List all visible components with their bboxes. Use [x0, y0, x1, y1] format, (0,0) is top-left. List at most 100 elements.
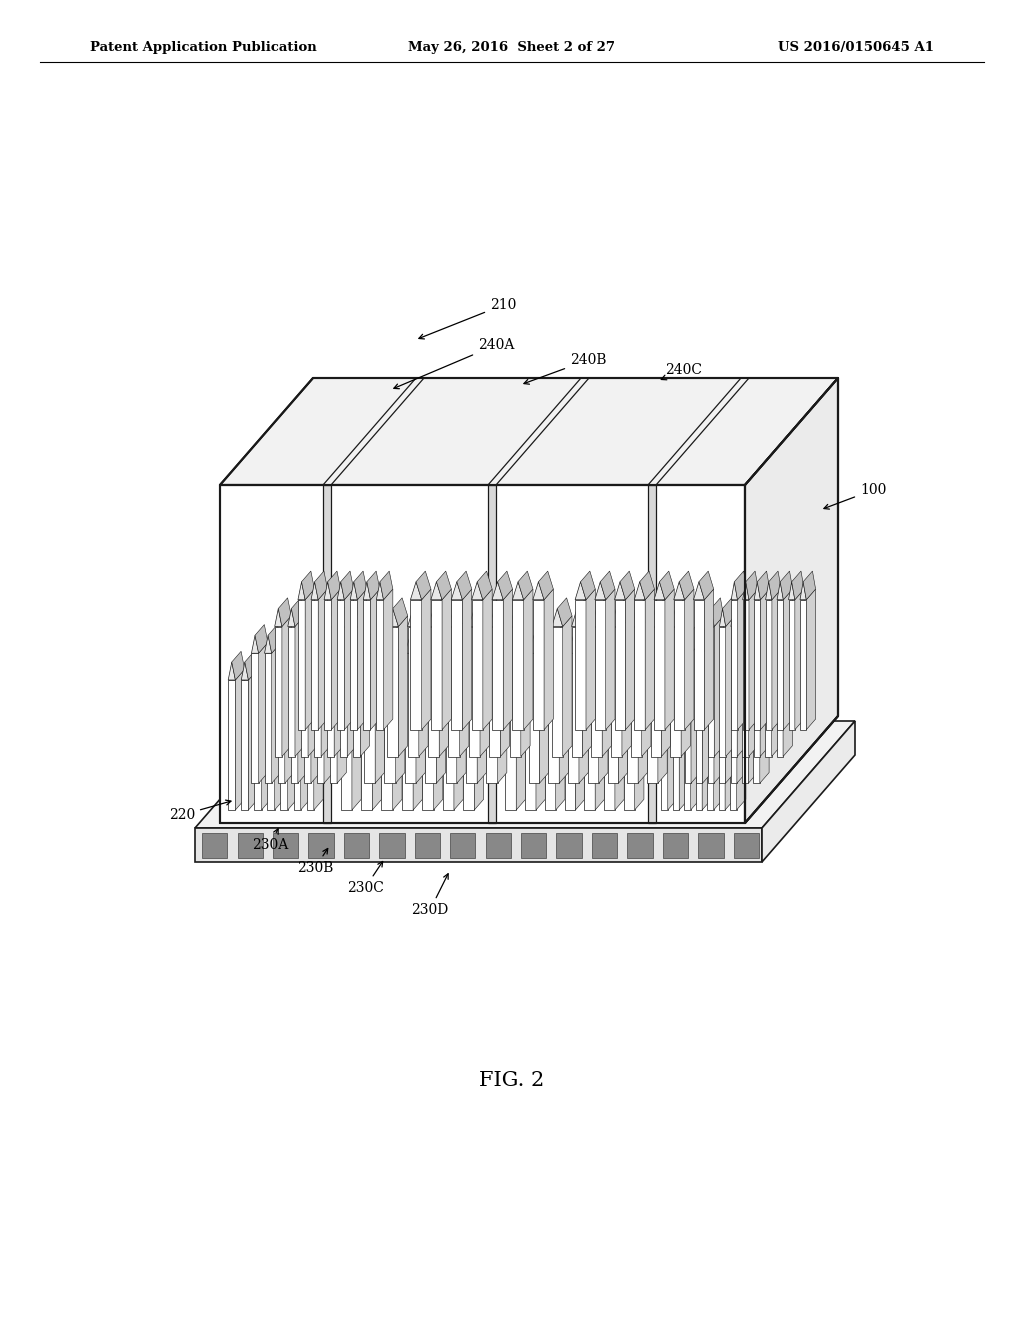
Polygon shape — [570, 651, 585, 680]
Polygon shape — [278, 635, 285, 653]
Polygon shape — [631, 609, 642, 627]
Polygon shape — [498, 643, 507, 783]
Text: 240B: 240B — [524, 352, 606, 384]
Polygon shape — [415, 833, 440, 858]
Polygon shape — [282, 624, 294, 653]
Polygon shape — [634, 599, 645, 730]
Polygon shape — [624, 663, 635, 680]
Polygon shape — [540, 643, 549, 783]
Polygon shape — [737, 589, 746, 730]
Polygon shape — [671, 609, 681, 627]
Polygon shape — [742, 609, 749, 627]
Polygon shape — [525, 680, 536, 810]
Polygon shape — [783, 616, 793, 756]
Polygon shape — [274, 627, 282, 756]
Polygon shape — [624, 680, 635, 810]
Polygon shape — [282, 616, 291, 756]
Polygon shape — [433, 669, 442, 810]
Polygon shape — [308, 616, 317, 756]
Polygon shape — [578, 598, 592, 627]
Polygon shape — [600, 572, 615, 599]
Polygon shape — [737, 616, 746, 756]
Polygon shape — [699, 651, 712, 680]
Polygon shape — [387, 651, 402, 680]
Polygon shape — [628, 635, 638, 653]
Polygon shape — [278, 653, 285, 783]
Polygon shape — [314, 572, 328, 599]
Polygon shape — [308, 833, 334, 858]
Polygon shape — [711, 624, 723, 653]
Polygon shape — [337, 643, 346, 783]
Polygon shape — [788, 582, 795, 599]
Polygon shape — [575, 599, 586, 730]
Polygon shape — [554, 624, 568, 653]
Polygon shape — [341, 663, 352, 680]
Polygon shape — [344, 598, 356, 627]
Polygon shape — [674, 599, 685, 730]
Polygon shape — [375, 643, 384, 783]
Polygon shape — [422, 663, 433, 680]
Polygon shape — [736, 669, 745, 810]
Polygon shape — [575, 669, 585, 810]
Polygon shape — [530, 651, 545, 680]
Polygon shape — [673, 680, 679, 810]
Polygon shape — [690, 669, 700, 810]
Polygon shape — [298, 599, 305, 730]
Polygon shape — [242, 680, 249, 810]
Polygon shape — [413, 669, 423, 810]
Polygon shape — [314, 609, 322, 627]
Polygon shape — [488, 378, 589, 484]
Polygon shape — [356, 598, 370, 627]
Polygon shape — [451, 833, 475, 858]
Polygon shape — [301, 609, 308, 627]
Polygon shape — [588, 635, 599, 653]
Polygon shape — [715, 616, 724, 756]
Polygon shape — [515, 598, 530, 627]
Polygon shape — [268, 624, 281, 653]
Polygon shape — [371, 589, 380, 730]
Polygon shape — [501, 616, 510, 756]
Polygon shape — [288, 669, 297, 810]
Polygon shape — [431, 624, 445, 653]
Polygon shape — [592, 833, 617, 858]
Text: FIG. 2: FIG. 2 — [479, 1071, 545, 1089]
Text: Patent Application Publication: Patent Application Publication — [90, 41, 316, 54]
Polygon shape — [611, 627, 622, 756]
Polygon shape — [745, 572, 758, 599]
Polygon shape — [734, 624, 746, 653]
Polygon shape — [777, 627, 783, 756]
Polygon shape — [301, 572, 314, 599]
Polygon shape — [442, 680, 454, 810]
Polygon shape — [528, 653, 540, 783]
Polygon shape — [564, 680, 575, 810]
Polygon shape — [758, 572, 770, 599]
Polygon shape — [488, 484, 496, 822]
Polygon shape — [711, 598, 724, 627]
Polygon shape — [536, 669, 545, 810]
Polygon shape — [754, 635, 760, 653]
Polygon shape — [730, 653, 737, 783]
Polygon shape — [195, 828, 762, 862]
Text: May 26, 2016  Sheet 2 of 27: May 26, 2016 Sheet 2 of 27 — [409, 41, 615, 54]
Polygon shape — [613, 624, 628, 653]
Polygon shape — [532, 582, 544, 599]
Polygon shape — [585, 663, 595, 680]
Polygon shape — [334, 624, 346, 653]
Polygon shape — [749, 643, 758, 783]
Polygon shape — [761, 589, 770, 730]
Polygon shape — [730, 635, 737, 653]
Polygon shape — [294, 680, 301, 810]
Polygon shape — [635, 669, 644, 810]
Polygon shape — [693, 582, 705, 599]
Polygon shape — [731, 599, 737, 730]
Polygon shape — [431, 582, 442, 599]
Polygon shape — [474, 669, 483, 810]
Polygon shape — [460, 616, 469, 756]
Polygon shape — [274, 669, 284, 810]
Polygon shape — [377, 599, 384, 730]
Polygon shape — [650, 609, 662, 627]
Polygon shape — [463, 589, 472, 730]
Polygon shape — [493, 582, 503, 599]
Polygon shape — [264, 653, 271, 783]
Polygon shape — [306, 663, 313, 680]
